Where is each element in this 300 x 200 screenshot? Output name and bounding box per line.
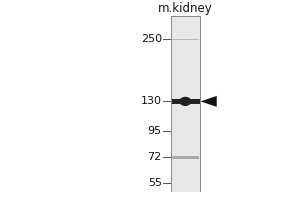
Bar xyxy=(172,39,199,40)
Text: 95: 95 xyxy=(148,126,162,136)
Text: m.kidney: m.kidney xyxy=(158,2,213,15)
Bar xyxy=(172,156,199,159)
Text: 130: 130 xyxy=(141,96,162,106)
Text: 72: 72 xyxy=(148,152,162,162)
Bar xyxy=(171,16,200,192)
Circle shape xyxy=(180,97,190,105)
Bar xyxy=(171,16,200,192)
Polygon shape xyxy=(201,96,217,107)
Bar xyxy=(171,99,200,104)
Text: 55: 55 xyxy=(148,178,162,188)
Text: 250: 250 xyxy=(141,34,162,44)
